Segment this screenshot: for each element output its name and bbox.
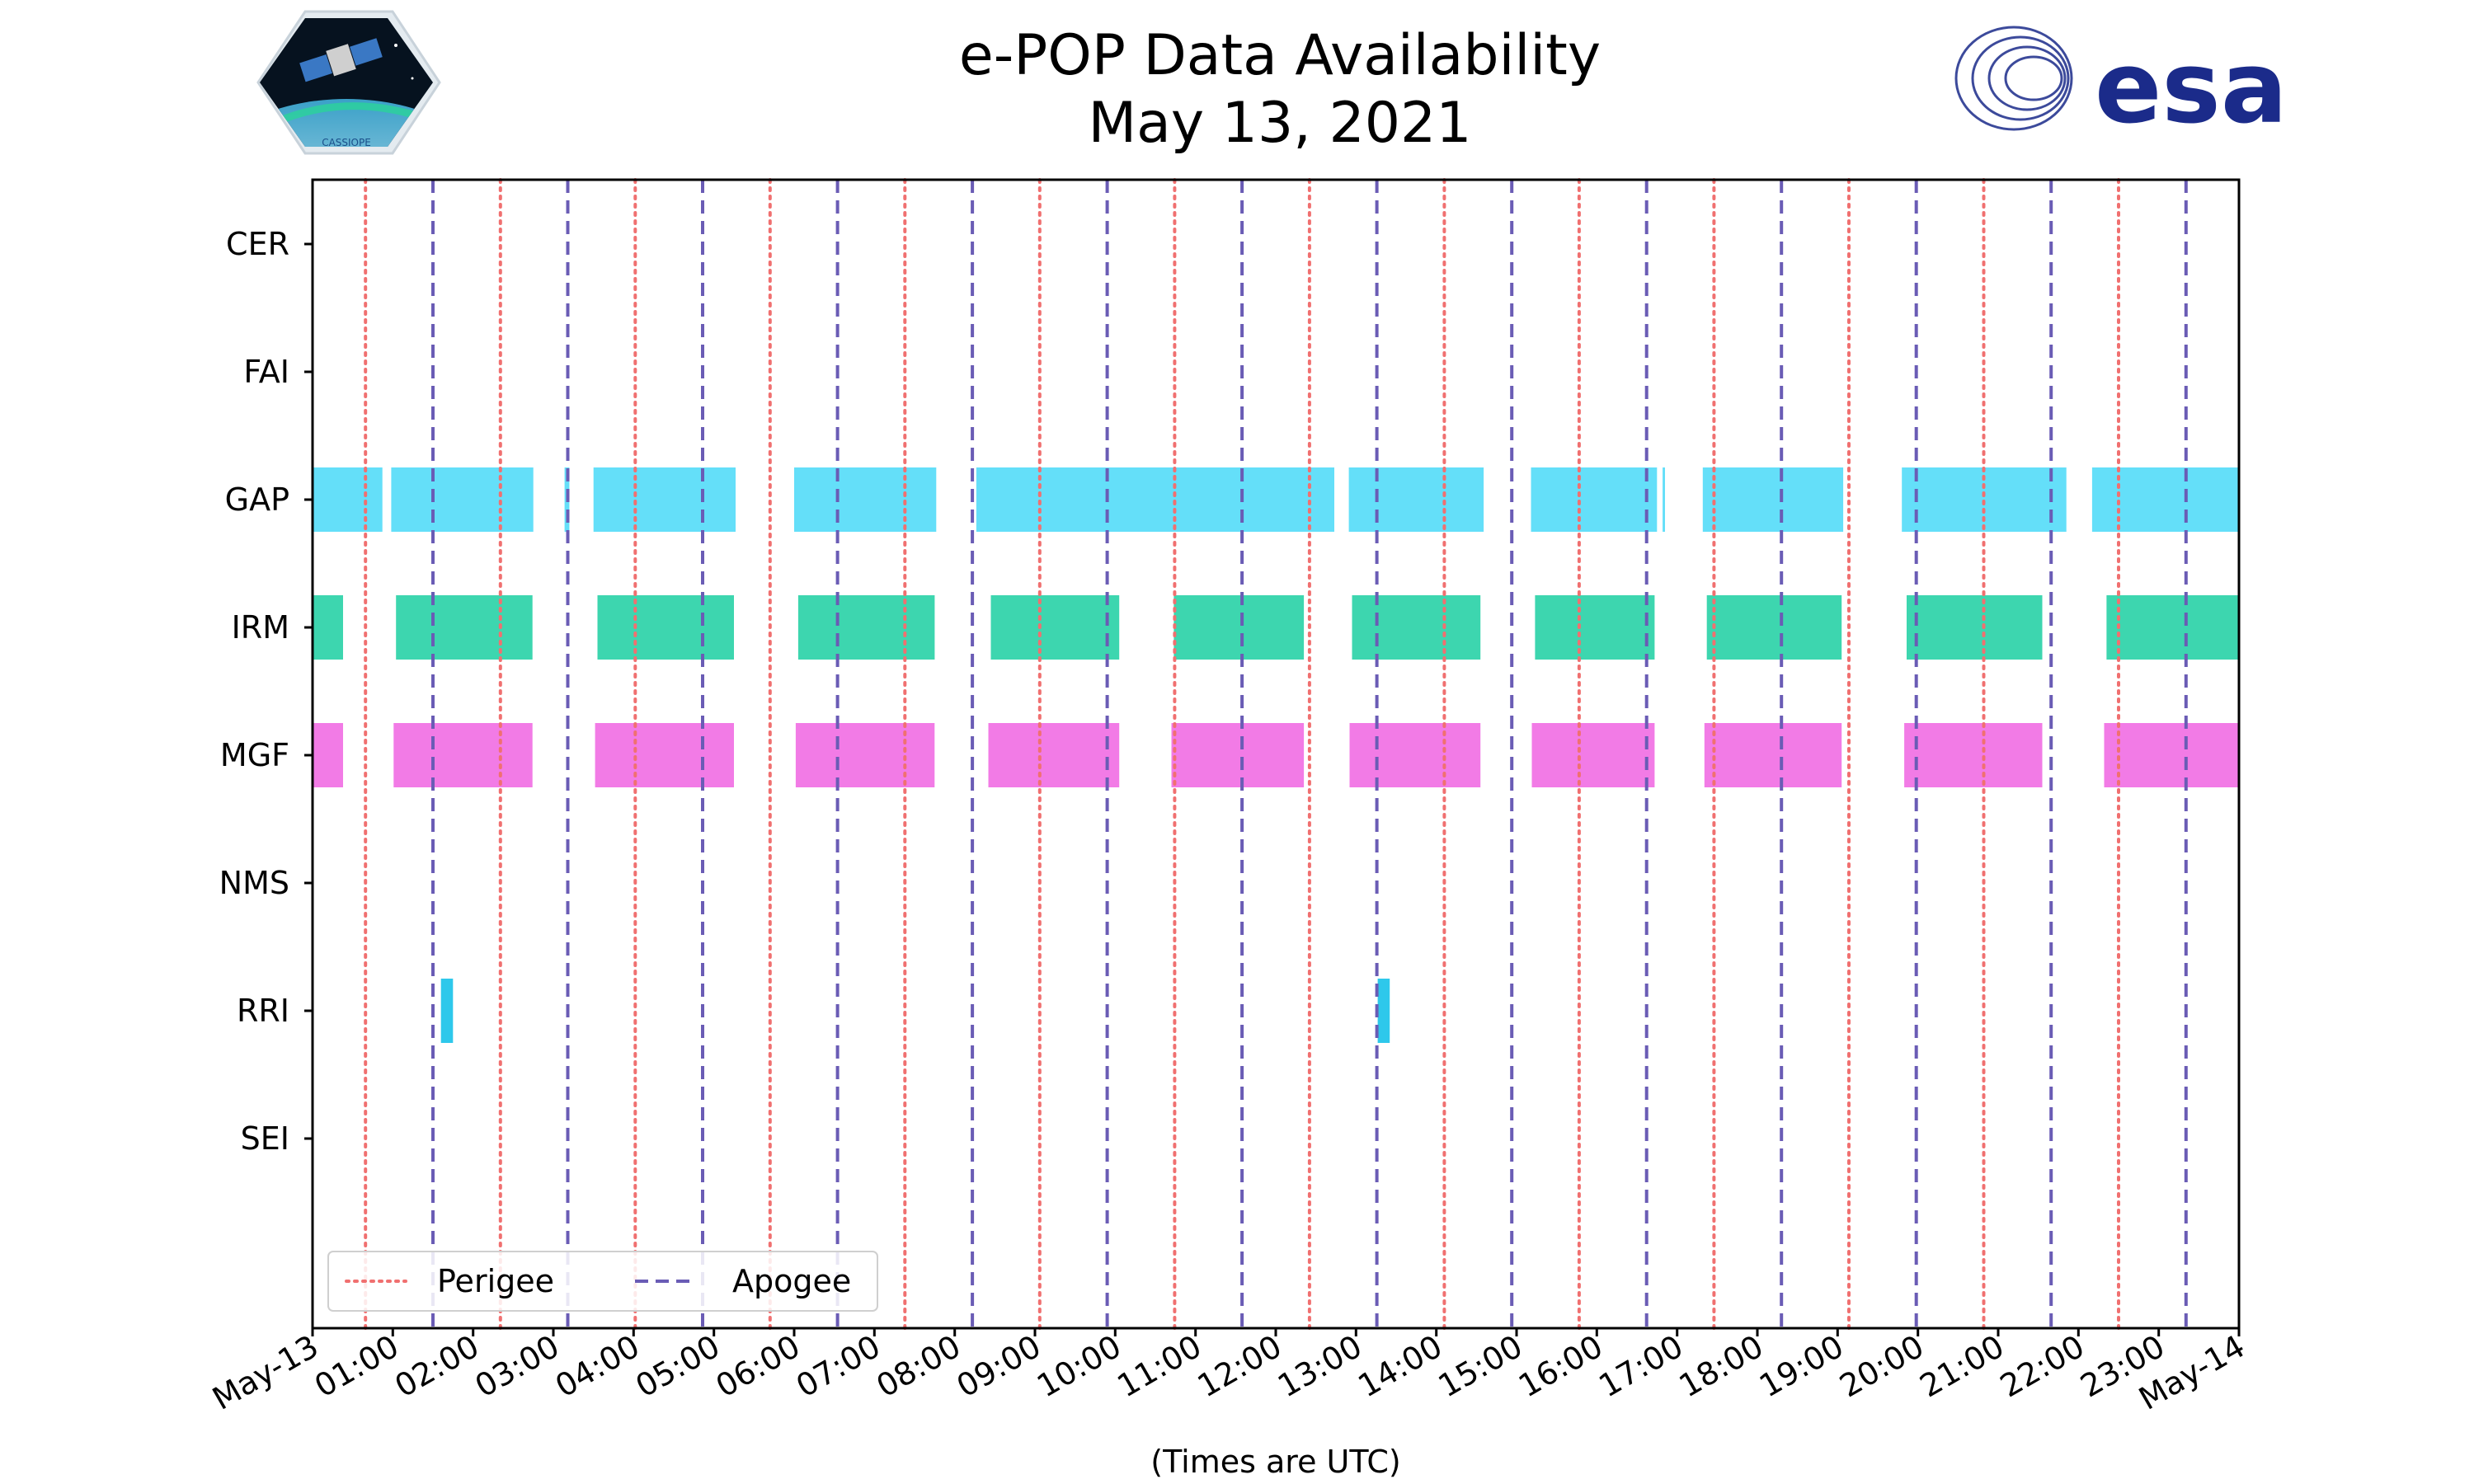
y-tick-label-cer: CER (226, 226, 289, 262)
bar-mgf-8 (1704, 723, 1842, 787)
cassiope-logo-label: CASSIOPE (322, 137, 371, 148)
bar-gap-9 (1702, 467, 1844, 532)
bar-irm-5 (1174, 595, 1305, 660)
bar-gap-11 (2091, 467, 2239, 532)
bar-rri-0 (440, 979, 454, 1043)
y-tick-label-mgf: MGF (220, 737, 289, 773)
bar-irm-6 (1352, 595, 1481, 660)
x-axis-label: (Times are UTC) (1150, 1444, 1400, 1480)
y-tick-label-rri: RRI (237, 993, 289, 1029)
bar-mgf-7 (1531, 723, 1655, 787)
legend-perigee-label: Perigee (437, 1263, 554, 1299)
y-tick-label-irm: IRM (232, 609, 289, 646)
bar-mgf-2 (595, 723, 734, 787)
bar-irm-8 (1706, 595, 1842, 660)
y-tick-label-fai: FAI (243, 354, 289, 390)
legend-apogee-label: Apogee (732, 1263, 851, 1299)
bar-mgf-6 (1349, 723, 1481, 787)
bar-irm-9 (1907, 595, 2043, 660)
bar-mgf-10 (2104, 723, 2239, 787)
bar-mgf-3 (795, 723, 935, 787)
bar-mgf-0 (313, 723, 343, 787)
bar-mgf-1 (393, 723, 533, 787)
bar-irm-10 (2106, 595, 2239, 660)
bar-gap-4 (794, 467, 937, 532)
y-tick-label-gap: GAP (225, 481, 289, 518)
bar-irm-0 (313, 595, 343, 660)
bar-irm-3 (797, 595, 935, 660)
bar-irm-7 (1535, 595, 1655, 660)
esa-logo: esa (1954, 26, 2288, 146)
plot-frame (311, 178, 2241, 1330)
bar-mgf-9 (1904, 723, 2043, 787)
bar-irm-4 (990, 595, 1120, 660)
bar-irm-1 (396, 595, 533, 660)
bar-gap-3 (593, 467, 736, 532)
bar-irm-2 (597, 595, 734, 660)
bar-gap-8 (1663, 467, 1665, 532)
bar-mgf-5 (1171, 723, 1305, 787)
bar-gap-5 (976, 467, 1334, 532)
y-tick-label-nms: NMS (219, 865, 289, 901)
legend: Perigee Apogee (327, 1251, 878, 1312)
bar-gap-0 (313, 467, 383, 532)
esa-logo-label: esa (2095, 31, 2288, 146)
bar-mgf-4 (988, 723, 1120, 787)
bar-rri-1 (1377, 979, 1390, 1043)
y-tick-label-sei: SEI (241, 1120, 289, 1157)
bar-gap-7 (1531, 467, 1658, 532)
bar-gap-1 (391, 467, 534, 532)
chart-title-line1: e-POP Data Availability (959, 23, 1601, 88)
chart-title-line2: May 13, 2021 (1088, 91, 1471, 156)
legend-box (327, 1251, 878, 1312)
bar-gap-6 (1348, 467, 1484, 532)
